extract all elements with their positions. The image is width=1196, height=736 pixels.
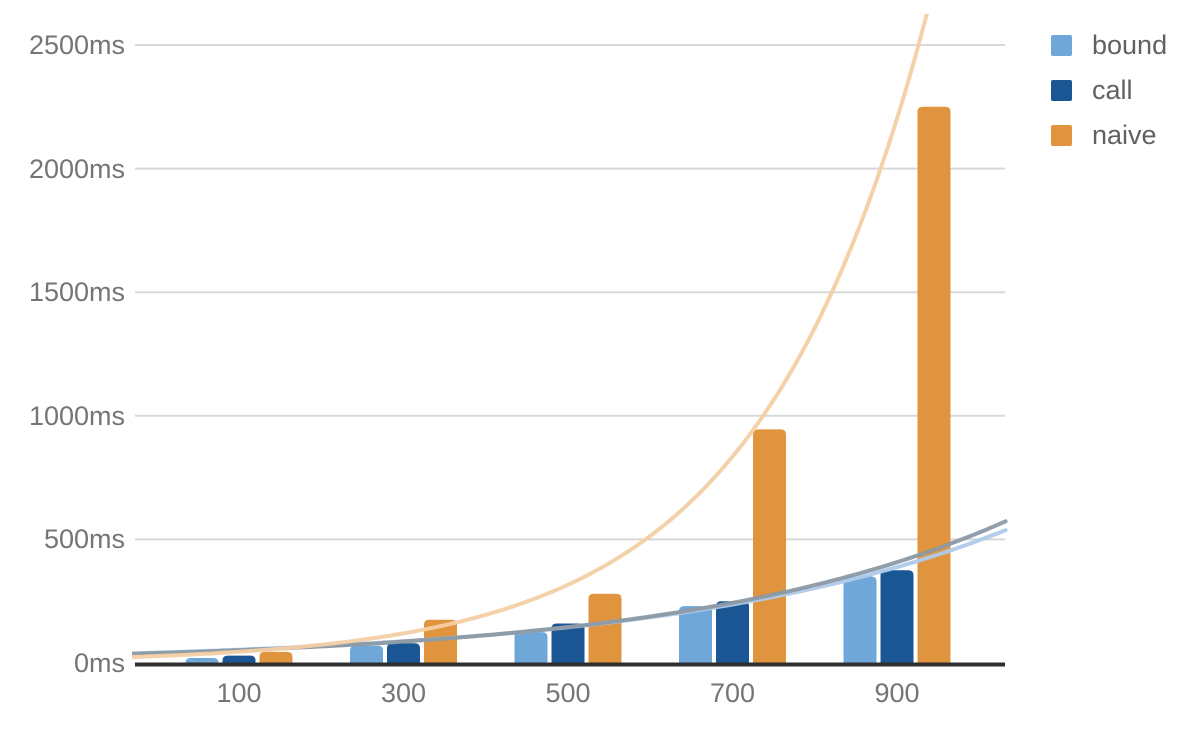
x-tick-label-100: 100	[216, 678, 262, 708]
trendline-naive	[132, 14, 929, 660]
bar-bound-900	[843, 576, 877, 664]
bar-bound-500	[514, 632, 548, 664]
y-tick-label-1500: 1500ms	[28, 277, 125, 308]
legend-item-bound: bound	[1051, 30, 1168, 60]
legend-swatch-naive	[1051, 124, 1072, 146]
bar-call-500	[551, 623, 585, 664]
x-tick-label-300: 300	[380, 678, 427, 708]
x-tick-label-700: 700	[709, 678, 756, 708]
legend-label-bound: bound	[1092, 30, 1168, 60]
bar-call-900	[880, 570, 914, 664]
legend-label-call: call	[1092, 75, 1133, 105]
y-tick-label-2500: 2500ms	[28, 30, 125, 60]
bar-naive-700	[753, 429, 786, 664]
legend-swatch-bound	[1051, 34, 1072, 56]
bar-naive-500	[588, 593, 622, 664]
legend-swatch-call	[1051, 79, 1072, 101]
legend-item-naive: naive	[1051, 120, 1167, 150]
bar-call-700	[716, 601, 749, 664]
bar-call-300	[387, 643, 420, 664]
bar-bound-700	[679, 606, 712, 664]
legend: bound call naive	[1051, 30, 1168, 150]
legend-label-naive: naive	[1092, 120, 1157, 150]
bar-naive-300	[424, 619, 457, 664]
y-tick-label-1000: 1000ms	[28, 400, 125, 431]
legend-item-call: call	[1051, 75, 1167, 105]
bar-naive-100	[259, 651, 293, 664]
x-tick-label-900: 900	[874, 678, 920, 708]
bar-naive-900	[917, 106, 951, 665]
bar-call-100	[222, 655, 256, 664]
y-tick-label-500: 500ms	[43, 524, 125, 555]
y-tick-label-0: 0ms	[73, 648, 125, 678]
bar-bound-300	[350, 645, 383, 664]
y-tick-label-2000: 2000ms	[28, 153, 125, 184]
x-tick-label-500: 500	[545, 678, 591, 708]
